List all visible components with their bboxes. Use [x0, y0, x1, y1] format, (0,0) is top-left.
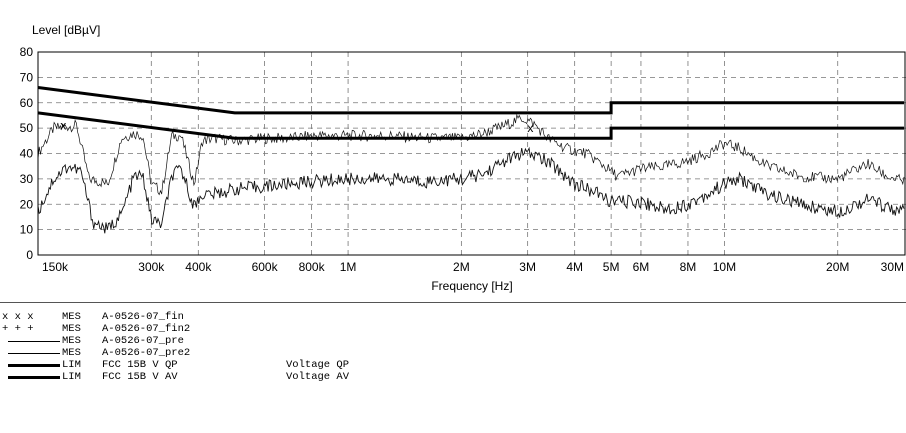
- x-tick-label: 30M: [881, 260, 904, 274]
- legend-x-markers: x x x: [2, 311, 34, 323]
- legend-entry: LIM FCC 15B V AV Voltage AV: [0, 371, 906, 383]
- y-tick-label: 50: [20, 121, 34, 135]
- x-tick-label: 10M: [713, 260, 736, 274]
- y-tick-label: 20: [20, 197, 34, 211]
- legend-name: FCC 15B V AV: [102, 371, 178, 383]
- x-tick-label: 1M: [340, 260, 357, 274]
- x-axis-title: Frequency [Hz]: [431, 279, 512, 293]
- legend-thin-line: [2, 347, 60, 359]
- x-marker: x: [527, 121, 533, 135]
- legend-type: LIM: [62, 359, 81, 371]
- x-tick-label: 6M: [633, 260, 650, 274]
- x-tick-label: 300k: [138, 260, 165, 274]
- limit-line: [37, 86, 904, 115]
- legend-name: A-0526-07_fin2: [102, 323, 191, 335]
- x-tick-label: 5M: [603, 260, 620, 274]
- legend-thin-line: [2, 335, 60, 347]
- legend-entry: MES A-0526-07_pre: [0, 335, 906, 347]
- y-tick-label: 70: [20, 70, 34, 84]
- legend-description: Voltage QP: [286, 359, 350, 371]
- legend-type: MES: [62, 347, 81, 359]
- x-tick-label: 4M: [566, 260, 583, 274]
- legend-entry: x x x MES A-0526-07_fin: [0, 311, 906, 323]
- legend-entry: LIM FCC 15B V QP Voltage QP: [0, 359, 906, 371]
- x-tick-label: 400k: [185, 260, 212, 274]
- legend-name: A-0526-07_pre2: [102, 347, 191, 359]
- legend-entry: + + + MES A-0526-07_fin2: [0, 323, 906, 335]
- legend-type: LIM: [62, 371, 81, 383]
- legend-entry: MES A-0526-07_pre2: [0, 347, 906, 359]
- y-tick-label: 40: [20, 147, 34, 161]
- y-tick-label: 60: [20, 96, 34, 110]
- y-tick-label: 30: [20, 172, 34, 186]
- plot-frame: [37, 51, 906, 256]
- x-tick-label: 800k: [299, 260, 326, 274]
- legend-name: FCC 15B V QP: [102, 359, 178, 371]
- limit-line: [37, 111, 904, 140]
- legend-thick-line: [2, 359, 60, 371]
- legend-type: MES: [62, 323, 81, 335]
- legend-description: Voltage AV: [286, 371, 350, 383]
- x-tick-label: 20M: [826, 260, 849, 274]
- measurement-trace: [37, 146, 905, 234]
- y-tick-labels: 0 10 20 30 40 50 60 70 80: [20, 45, 34, 262]
- x-tick-labels: 150k 300k 400k 600k 800k 1M 2M 3M 4M 5M 6M 8M 10M 20M…: [42, 260, 904, 274]
- x-tick-label: 3M: [519, 260, 536, 274]
- y-axis-title: Level [dBµV]: [32, 23, 100, 37]
- legend-plus-markers: + + +: [2, 323, 34, 335]
- y-tick-label: 80: [20, 45, 34, 59]
- measurement-trace: [37, 113, 905, 196]
- x-tick-label: 2M: [453, 260, 470, 274]
- x-tick-label: 150k: [42, 260, 69, 274]
- legend-type: MES: [62, 335, 81, 347]
- legend-thick-line: [2, 371, 60, 383]
- x-tick-label: 8M: [680, 260, 697, 274]
- y-tick-label: 0: [26, 248, 33, 262]
- y-tick-label: 10: [20, 223, 34, 237]
- chart-grid: [38, 52, 906, 255]
- x-tick-label: 600k: [252, 260, 279, 274]
- legend-name: A-0526-07_fin: [102, 311, 184, 323]
- legend-name: A-0526-07_pre: [102, 335, 184, 347]
- legend-type: MES: [62, 311, 81, 323]
- legend-panel: x x x MES A-0526-07_fin + + + MES A-0526-07_f…: [0, 302, 906, 433]
- x-marker: x: [60, 119, 66, 133]
